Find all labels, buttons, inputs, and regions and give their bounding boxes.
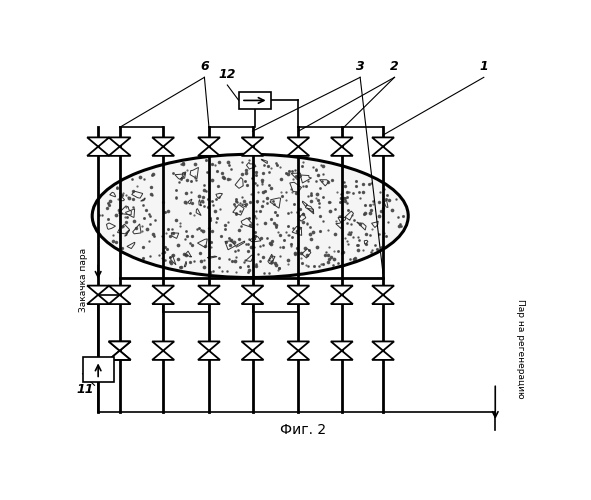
- Polygon shape: [372, 295, 394, 304]
- Polygon shape: [198, 295, 220, 304]
- Polygon shape: [198, 286, 220, 295]
- Polygon shape: [372, 146, 394, 156]
- Polygon shape: [109, 295, 131, 304]
- Polygon shape: [109, 146, 131, 156]
- Polygon shape: [372, 350, 394, 360]
- Polygon shape: [331, 146, 353, 156]
- Polygon shape: [152, 295, 174, 304]
- Text: Пар на регенерацию: Пар на регенерацию: [516, 299, 525, 398]
- Text: 3: 3: [356, 60, 365, 74]
- Polygon shape: [287, 146, 309, 156]
- Bar: [83, 358, 113, 382]
- Polygon shape: [242, 138, 264, 146]
- Text: 2: 2: [390, 60, 399, 74]
- Polygon shape: [372, 342, 394, 350]
- Text: 11: 11: [77, 382, 94, 396]
- Text: 1: 1: [479, 60, 488, 74]
- Polygon shape: [287, 342, 309, 350]
- Polygon shape: [242, 350, 264, 360]
- Polygon shape: [331, 350, 353, 360]
- Text: 12: 12: [219, 68, 236, 81]
- Bar: [239, 92, 271, 108]
- Polygon shape: [331, 342, 353, 350]
- Polygon shape: [287, 138, 309, 146]
- Polygon shape: [87, 146, 109, 156]
- Polygon shape: [152, 146, 174, 156]
- Polygon shape: [331, 138, 353, 146]
- Polygon shape: [287, 295, 309, 304]
- Polygon shape: [242, 295, 264, 304]
- Polygon shape: [109, 342, 131, 350]
- Polygon shape: [87, 295, 109, 304]
- Polygon shape: [287, 350, 309, 360]
- Text: Закачка пара: Закачка пара: [79, 248, 89, 312]
- Polygon shape: [87, 138, 109, 146]
- Polygon shape: [331, 295, 353, 304]
- Text: 6: 6: [200, 60, 209, 74]
- Polygon shape: [152, 342, 174, 350]
- Polygon shape: [109, 286, 131, 295]
- Polygon shape: [242, 286, 264, 295]
- Polygon shape: [372, 138, 394, 146]
- Polygon shape: [331, 286, 353, 295]
- Text: Фиг. 2: Фиг. 2: [280, 424, 326, 438]
- Polygon shape: [198, 138, 220, 146]
- Polygon shape: [109, 350, 131, 360]
- Polygon shape: [109, 350, 131, 360]
- Polygon shape: [287, 286, 309, 295]
- Polygon shape: [152, 138, 174, 146]
- Polygon shape: [152, 350, 174, 360]
- Polygon shape: [87, 286, 109, 295]
- Polygon shape: [242, 342, 264, 350]
- Polygon shape: [109, 342, 131, 350]
- Polygon shape: [198, 146, 220, 156]
- Polygon shape: [109, 138, 131, 146]
- Polygon shape: [372, 286, 394, 295]
- Ellipse shape: [92, 154, 408, 278]
- Polygon shape: [198, 342, 220, 350]
- Polygon shape: [242, 146, 264, 156]
- Polygon shape: [198, 350, 220, 360]
- Polygon shape: [152, 286, 174, 295]
